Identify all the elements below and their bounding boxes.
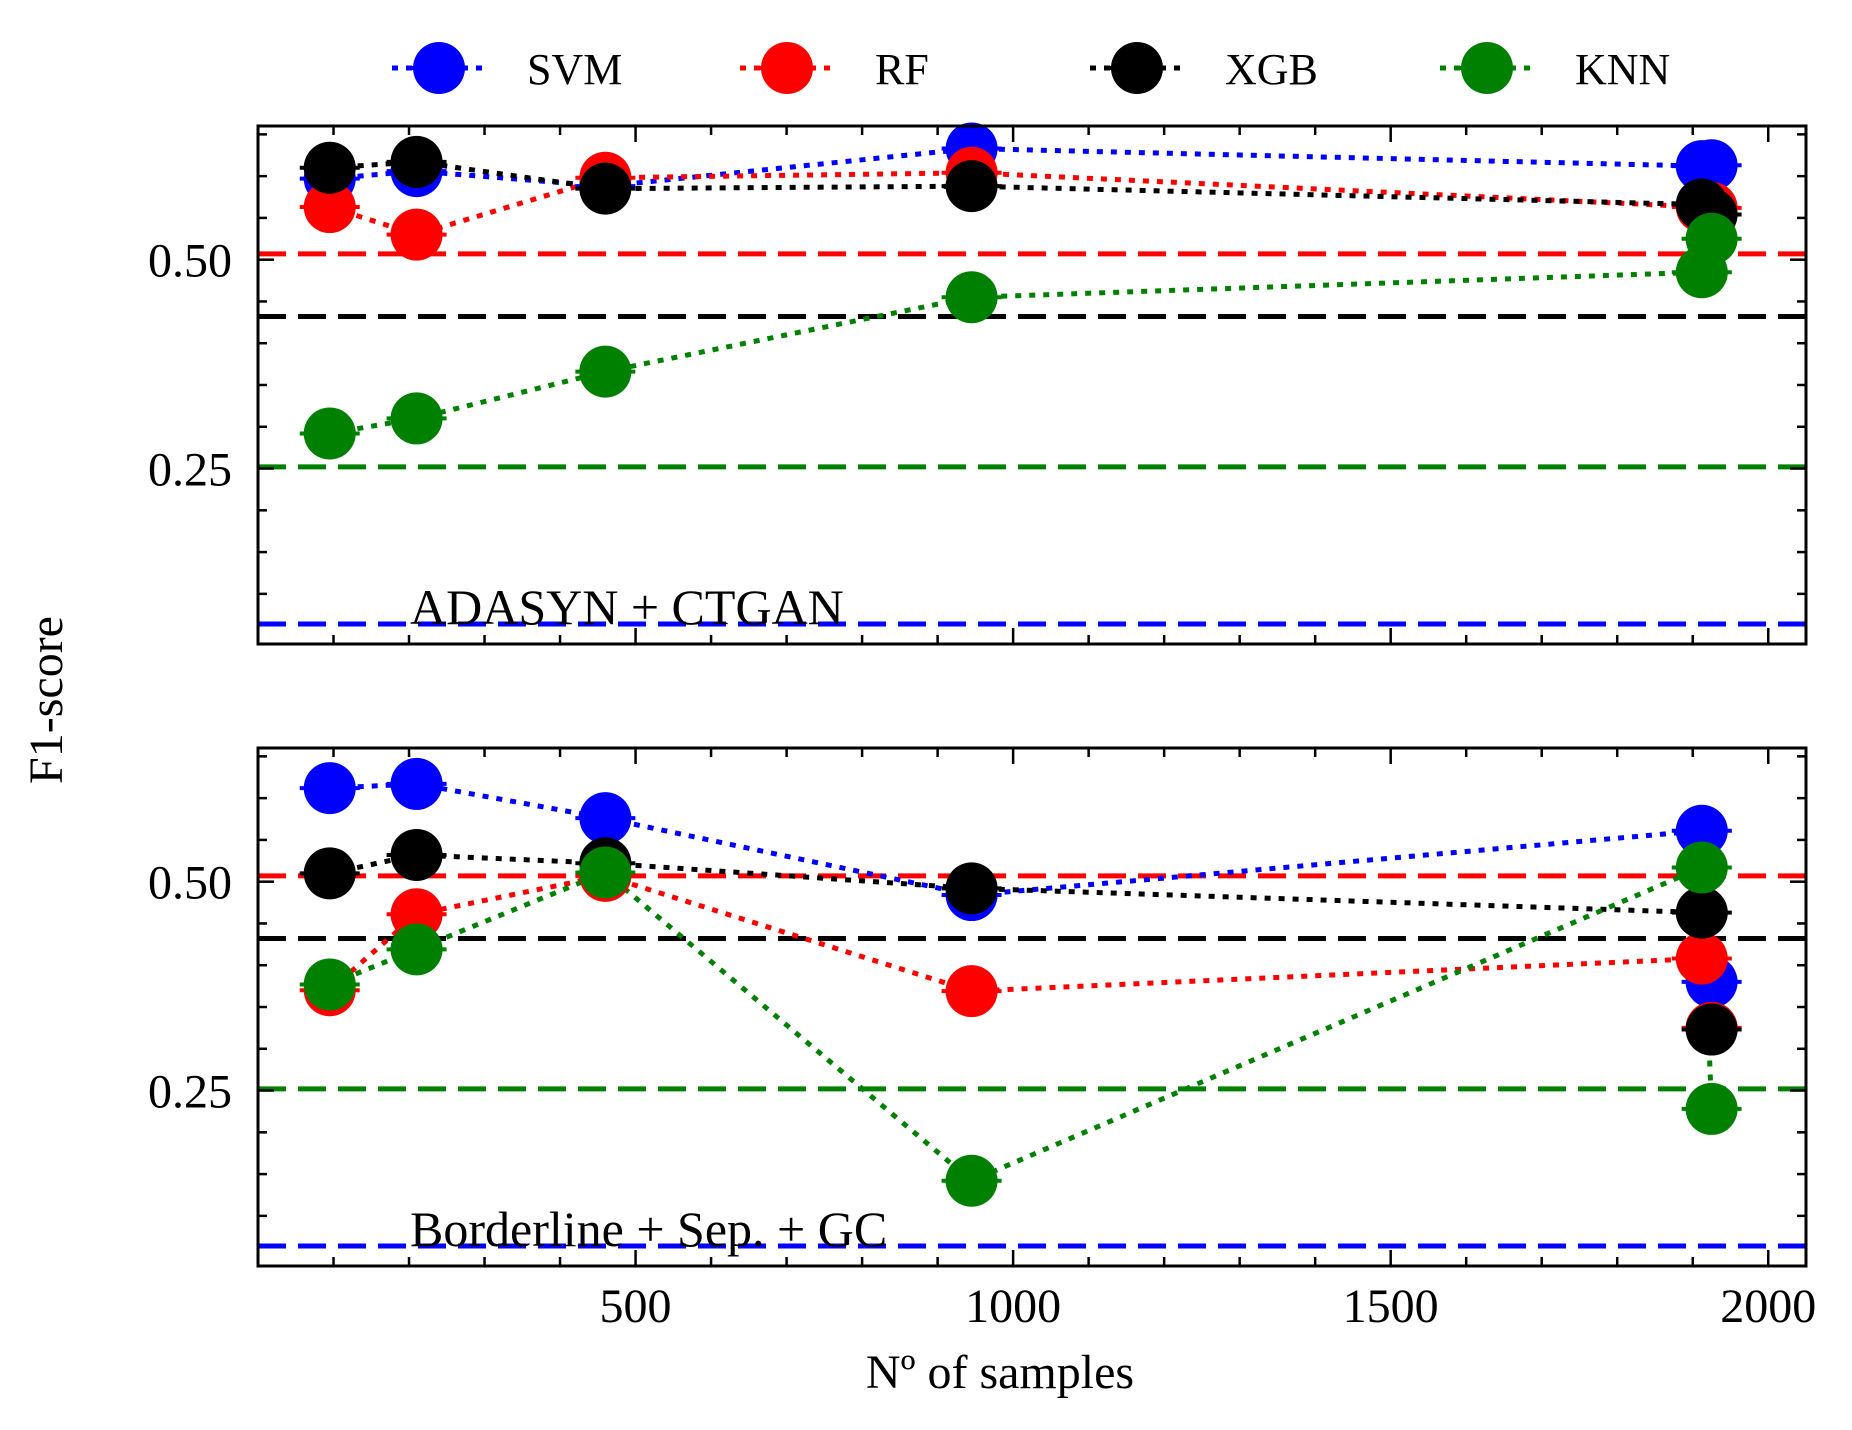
data-point-svm [1675, 804, 1728, 857]
data-point-rf [945, 965, 998, 1018]
data-point-knn [1675, 841, 1728, 894]
data-point-xgb [945, 160, 998, 213]
plot-frame [256, 746, 1808, 1268]
series-line-xgb [329, 852, 1715, 1030]
data-point-xgb [390, 828, 443, 881]
data-point-knn [390, 392, 443, 445]
data-point-xgb [1675, 886, 1728, 939]
data-point-xgb [945, 862, 998, 915]
data-point-knn [1685, 1082, 1738, 1135]
data-point-xgb [579, 162, 632, 215]
data-point-knn [1685, 212, 1738, 265]
legend: SVM RF XGB KNN [392, 42, 1670, 94]
y-tick-label: 0.50 [148, 235, 232, 288]
x-tick-label: 1000 [965, 1280, 1061, 1333]
data-point-svm [390, 757, 443, 810]
series-line-svm [329, 781, 1715, 983]
panel-bottom: 0.25 0.50 500 1000 1500 2000 Borderline + Sep.… [148, 746, 1816, 1333]
data-point-knn [303, 407, 356, 460]
data-point-knn [945, 1154, 998, 1207]
data-point-knn [579, 345, 632, 398]
series-line-knn [328, 863, 1715, 1184]
data-point-rf [1675, 932, 1728, 985]
data-point-svm [1685, 139, 1738, 192]
x-axis-label: Nº of samples [866, 1346, 1134, 1399]
x-tick-label: 1500 [1343, 1280, 1439, 1333]
data-point-knn [303, 958, 356, 1011]
series-line-svm [329, 146, 1712, 189]
y-tick-label: 0.50 [148, 857, 232, 910]
legend-label-knn: KNN [1575, 45, 1670, 94]
data-point-rf [390, 208, 443, 261]
panel-top: 0.25 0.50 ADASYN + CTGAN [148, 122, 1808, 646]
data-point-rf [303, 181, 356, 234]
data-point-xgb [303, 141, 356, 194]
legend-marker-xgb [1111, 42, 1163, 94]
x-tick-label: 500 [600, 1280, 672, 1333]
panel-annotation: Borderline + Sep. + GC [410, 1201, 887, 1257]
legend-marker-knn [1461, 42, 1513, 94]
data-point-svm [579, 792, 632, 845]
data-point-xgb [390, 135, 443, 188]
legend-marker-rf [761, 42, 813, 94]
legend-marker-svm [413, 42, 465, 94]
data-point-knn [579, 846, 632, 899]
legend-label-svm: SVM [527, 45, 622, 94]
data-point-knn [390, 923, 443, 976]
panel-annotation: ADASYN + CTGAN [410, 579, 844, 635]
legend-label-rf: RF [875, 45, 929, 94]
y-tick-label: 0.25 [148, 444, 232, 497]
data-point-xgb [1685, 1003, 1738, 1056]
legend-label-xgb: XGB [1225, 45, 1318, 94]
data-point-xgb [303, 847, 356, 900]
y-tick-label: 0.25 [148, 1066, 232, 1119]
series-line-rf [328, 170, 1712, 238]
data-point-knn [945, 271, 998, 324]
y-axis-label: F1-score [20, 616, 73, 784]
series-line-knn [329, 238, 1715, 436]
series-line-xgb [329, 159, 1714, 217]
data-point-svm [303, 762, 356, 815]
x-tick-label: 2000 [1720, 1280, 1816, 1333]
